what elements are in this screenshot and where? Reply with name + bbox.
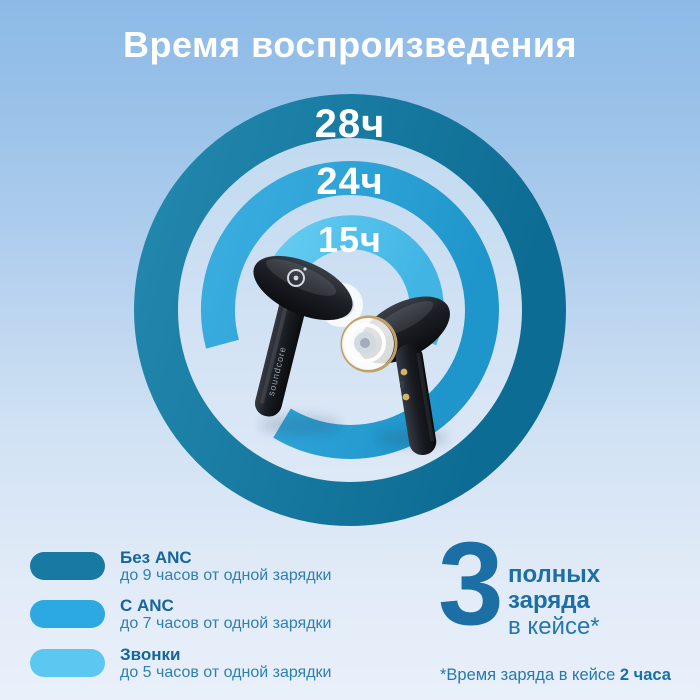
legend-swatch-calls xyxy=(30,649,105,677)
earbud-left-shadow xyxy=(260,415,340,435)
legend-title-anc: С ANC xyxy=(120,596,174,615)
charges-count: 3 xyxy=(438,518,504,650)
ring-label-24h: 24ч xyxy=(316,161,383,203)
charging-contact-dot xyxy=(402,393,410,401)
charges-line2: в кейсе* xyxy=(508,613,600,640)
footnote-bold: 2 часа xyxy=(619,666,671,684)
earbud-right-nozzle xyxy=(360,338,370,348)
footnote: *Время заряда в кейсе 2 часа xyxy=(440,666,671,685)
legend-desc-no-anc: до 9 часов от одной зарядки xyxy=(120,567,332,584)
legend-title-no-anc: Без ANC xyxy=(120,548,192,567)
legend-item-no-anc: Без ANC до 9 часов от одной зарядки xyxy=(30,549,360,589)
earbud-left: soundcore xyxy=(253,255,363,417)
page-title: Время воспроизведения xyxy=(122,24,578,65)
charging-contact-dot xyxy=(400,368,408,376)
ring-28h xyxy=(134,94,566,526)
ring-label-15h: 15ч xyxy=(318,219,382,260)
earbud-right-eartip-rim xyxy=(346,323,386,363)
earbud-right xyxy=(340,296,450,456)
legend-swatch-no-anc xyxy=(30,552,105,580)
legend-title-calls: Звонки xyxy=(120,645,181,664)
earbud-left-stem: soundcore xyxy=(254,284,309,417)
ring-label-28h: 28ч xyxy=(315,102,386,146)
legend-desc-calls: до 5 часов от одной зарядки xyxy=(120,664,332,681)
earbud-right-sensor xyxy=(400,381,404,388)
footnote-text: *Время заряда в кейсе xyxy=(440,666,620,684)
legend-swatch-anc xyxy=(30,600,105,628)
earbud-left-body xyxy=(253,255,353,321)
legend-item-calls: Звонки до 5 часов от одной зарядки xyxy=(30,646,360,686)
legend-item-anc: С ANC до 7 часов от одной зарядки xyxy=(30,597,360,637)
legend-desc-anc: до 7 часов от одной зарядки xyxy=(120,615,332,632)
charges-line1: полных заряда xyxy=(508,561,601,614)
soundcore-logo-icon xyxy=(287,267,307,287)
earbuds-image: soundcore xyxy=(253,255,450,456)
